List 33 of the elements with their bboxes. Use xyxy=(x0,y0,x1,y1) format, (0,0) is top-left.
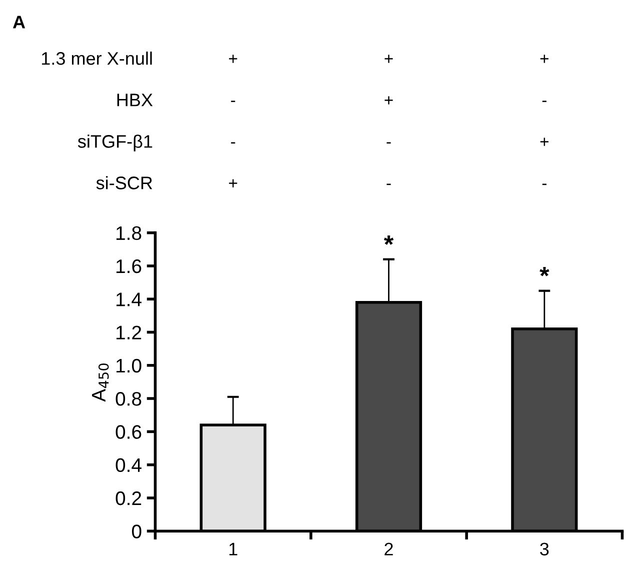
text: + xyxy=(229,54,238,63)
annotation: * xyxy=(540,267,550,276)
chart-title: A xyxy=(12,16,26,28)
y-tick-label: 1.0 xyxy=(116,358,142,373)
annotation: * xyxy=(384,236,394,245)
text: + xyxy=(540,54,548,63)
text: - xyxy=(231,142,236,144)
text: HBX xyxy=(117,94,153,106)
text: + xyxy=(229,179,238,188)
text: siTGF-β1 xyxy=(78,134,152,152)
y-tick-label: 1.8 xyxy=(116,226,142,240)
text: - xyxy=(386,142,391,144)
text: - xyxy=(542,100,546,102)
text: - xyxy=(231,100,236,102)
y-tick-label: 0.2 xyxy=(116,491,142,506)
x-tick-label: 3 xyxy=(540,542,549,556)
text: 1.3 mer X-null xyxy=(42,52,152,65)
text: + xyxy=(384,96,393,104)
text: - xyxy=(386,184,391,186)
y-tick-label: 1.6 xyxy=(116,259,142,274)
y-axis-title: A$_{450}$ xyxy=(92,364,109,402)
y-tick-label: 0.6 xyxy=(116,425,142,439)
text: + xyxy=(540,138,548,146)
x-tick-label: 2 xyxy=(384,542,393,556)
y-tick-label: 0 xyxy=(132,524,142,538)
x-tick-label: 1 xyxy=(229,542,238,556)
y-tick-label: 1.4 xyxy=(116,292,142,306)
y-tick-label: 0.8 xyxy=(116,392,142,406)
y-tick-label: 1.2 xyxy=(116,326,142,340)
text: si-SCR xyxy=(96,176,152,190)
text: + xyxy=(384,54,393,63)
y-tick-label: 0.4 xyxy=(116,458,142,472)
text: - xyxy=(542,184,546,186)
